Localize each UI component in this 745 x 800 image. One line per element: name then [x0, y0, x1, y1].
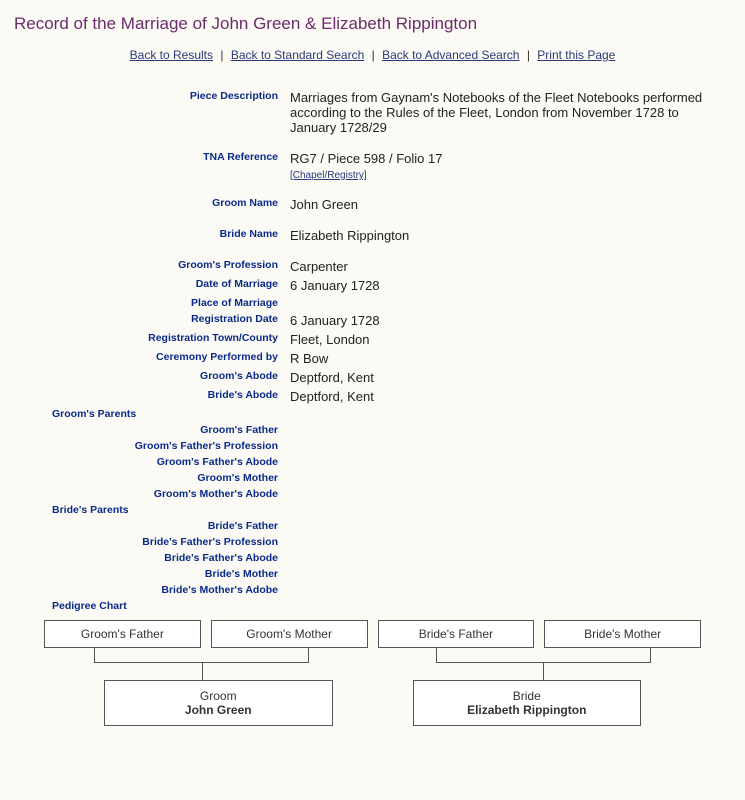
label-date-of-marriage: Date of Marriage [14, 276, 286, 295]
label-groom-mother: Groom's Mother [14, 470, 286, 486]
label-ceremony-by: Ceremony Performed by [14, 349, 286, 368]
pedigree-connectors [44, 648, 701, 680]
label-bride-parents: Bride's Parents [14, 502, 286, 518]
value-place-of-marriage [286, 295, 731, 311]
pedigree-couple-row: Groom John Green Bride Elizabeth Ripping… [14, 680, 731, 726]
print-page-link[interactable]: Print this Page [537, 48, 615, 62]
label-registration-town: Registration Town/County [14, 330, 286, 349]
label-bride-father-profession: Bride's Father's Profession [14, 534, 286, 550]
separator: | [372, 48, 375, 62]
label-bride-father: Bride's Father [14, 518, 286, 534]
label-tna-reference: TNA Reference [14, 149, 286, 195]
pedigree-groom-father-box: Groom's Father [44, 620, 201, 648]
label-bride-mother-adobe: Bride's Mother's Adobe [14, 582, 286, 598]
pedigree-parents-row: Groom's Father Groom's Mother Bride's Fa… [14, 620, 731, 648]
label-piece-description: Piece Description [14, 88, 286, 149]
pedigree-groom-father-label: Groom's Father [53, 627, 192, 641]
record-table: Piece Description Marriages from Gaynam'… [14, 88, 731, 614]
value-bride-abode: Deptford, Kent [286, 387, 731, 406]
pedigree-bride-role: Bride [426, 689, 629, 703]
label-groom-name: Groom Name [14, 195, 286, 226]
label-registration-date: Registration Date [14, 311, 286, 330]
back-to-advanced-search-link[interactable]: Back to Advanced Search [382, 48, 519, 62]
value-registration-date: 6 January 1728 [286, 311, 731, 330]
value-date-of-marriage: 6 January 1728 [286, 276, 731, 295]
pedigree-bride-box: Bride Elizabeth Rippington [413, 680, 642, 726]
label-groom-abode: Groom's Abode [14, 368, 286, 387]
label-groom-father-profession: Groom's Father's Profession [14, 438, 286, 454]
tna-reference-text: RG7 / Piece 598 / Folio 17 [290, 151, 442, 166]
value-groom-abode: Deptford, Kent [286, 368, 731, 387]
label-groom-father: Groom's Father [14, 422, 286, 438]
label-pedigree-chart: Pedigree Chart [14, 598, 286, 614]
pedigree-bride-father-box: Bride's Father [378, 620, 535, 648]
back-to-results-link[interactable]: Back to Results [130, 48, 213, 62]
value-tna-reference: RG7 / Piece 598 / Folio 17 [Chapel/Regis… [286, 149, 731, 195]
separator: | [527, 48, 530, 62]
label-groom-mother-abode: Groom's Mother's Abode [14, 486, 286, 502]
label-groom-father-abode: Groom's Father's Abode [14, 454, 286, 470]
value-ceremony-by: R Bow [286, 349, 731, 368]
pedigree-groom-role: Groom [117, 689, 320, 703]
pedigree-bride-father-label: Bride's Father [387, 627, 526, 641]
value-registration-town: Fleet, London [286, 330, 731, 349]
pedigree-bride-mother-label: Bride's Mother [553, 627, 692, 641]
label-bride-father-abode: Bride's Father's Abode [14, 550, 286, 566]
chapel-registry-link[interactable]: [Chapel/Registry] [290, 170, 367, 181]
label-bride-abode: Bride's Abode [14, 387, 286, 406]
label-bride-mother: Bride's Mother [14, 566, 286, 582]
label-place-of-marriage: Place of Marriage [14, 295, 286, 311]
value-groom-profession: Carpenter [286, 257, 731, 276]
back-to-standard-search-link[interactable]: Back to Standard Search [231, 48, 364, 62]
pedigree-bride-mother-box: Bride's Mother [544, 620, 701, 648]
pedigree-chart: Groom's Father Groom's Mother Bride's Fa… [14, 620, 731, 726]
pedigree-bride-name: Elizabeth Rippington [426, 703, 629, 717]
pedigree-groom-name: John Green [117, 703, 320, 717]
pedigree-groom-box: Groom John Green [104, 680, 333, 726]
page-title: Record of the Marriage of John Green & E… [14, 14, 731, 34]
value-piece-description: Marriages from Gaynam's Notebooks of the… [286, 88, 731, 149]
separator: | [220, 48, 223, 62]
value-bride-name: Elizabeth Rippington [286, 226, 731, 257]
nav-links: Back to Results | Back to Standard Searc… [14, 48, 731, 62]
pedigree-groom-mother-box: Groom's Mother [211, 620, 368, 648]
value-groom-name: John Green [286, 195, 731, 226]
label-groom-parents: Groom's Parents [14, 406, 286, 422]
label-groom-profession: Groom's Profession [14, 257, 286, 276]
pedigree-groom-mother-label: Groom's Mother [220, 627, 359, 641]
label-bride-name: Bride Name [14, 226, 286, 257]
